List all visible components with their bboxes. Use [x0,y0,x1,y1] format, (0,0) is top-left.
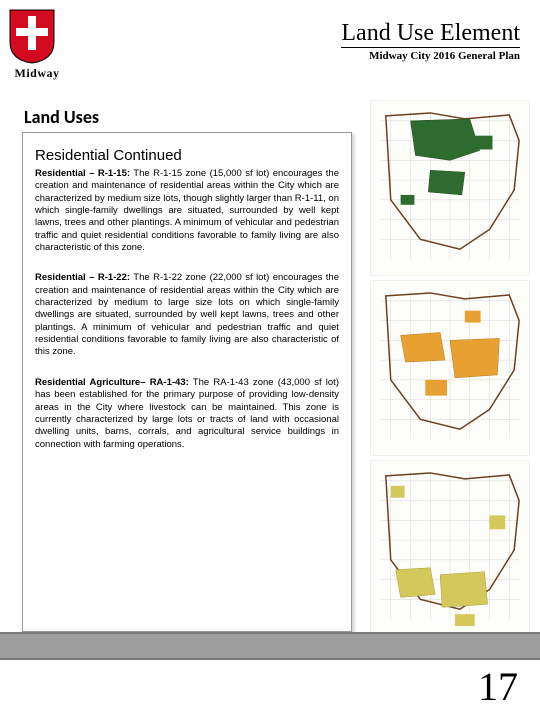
para-lead: Residential Agriculture– RA-1-43: [35,377,189,388]
paragraph-r-1-15: Residential – R-1-15: The R-1-15 zone (1… [35,168,339,254]
zoning-map-1 [370,100,530,276]
page-title: Land Use Element [341,20,520,47]
zoning-map-3 [370,460,530,636]
page: Midway Land Use Element Midway City 2016… [0,0,540,720]
para-lead: Residential – R-1-15: [35,168,130,179]
paragraph-ra-1-43: Residential Agriculture– RA-1-43: The RA… [35,377,339,451]
zoning-map-2 [370,280,530,456]
para-lead: Residential – R-1-22: [35,272,130,283]
para-body: The R-1-22 zone (22,000 sf lot) encourag… [35,272,339,357]
para-body: The R-1-15 zone (15,000 sf lot) encourag… [35,168,339,253]
city-logo: Midway [8,8,66,88]
page-header: Land Use Element Midway City 2016 Genera… [341,20,520,62]
page-subtitle: Midway City 2016 General Plan [341,47,520,62]
footer-bar [0,632,540,660]
map-column [370,100,530,636]
shield-icon [8,8,56,64]
content-box: Residential Continued Residential – R-1-… [22,132,352,632]
paragraph-r-1-22: Residential – R-1-22: The R-1-22 zone (2… [35,272,339,358]
section-title: Land Uses [24,106,99,128]
content-heading: Residential Continued [35,147,339,164]
page-number: 17 [478,663,518,710]
logo-text: Midway [8,66,66,81]
